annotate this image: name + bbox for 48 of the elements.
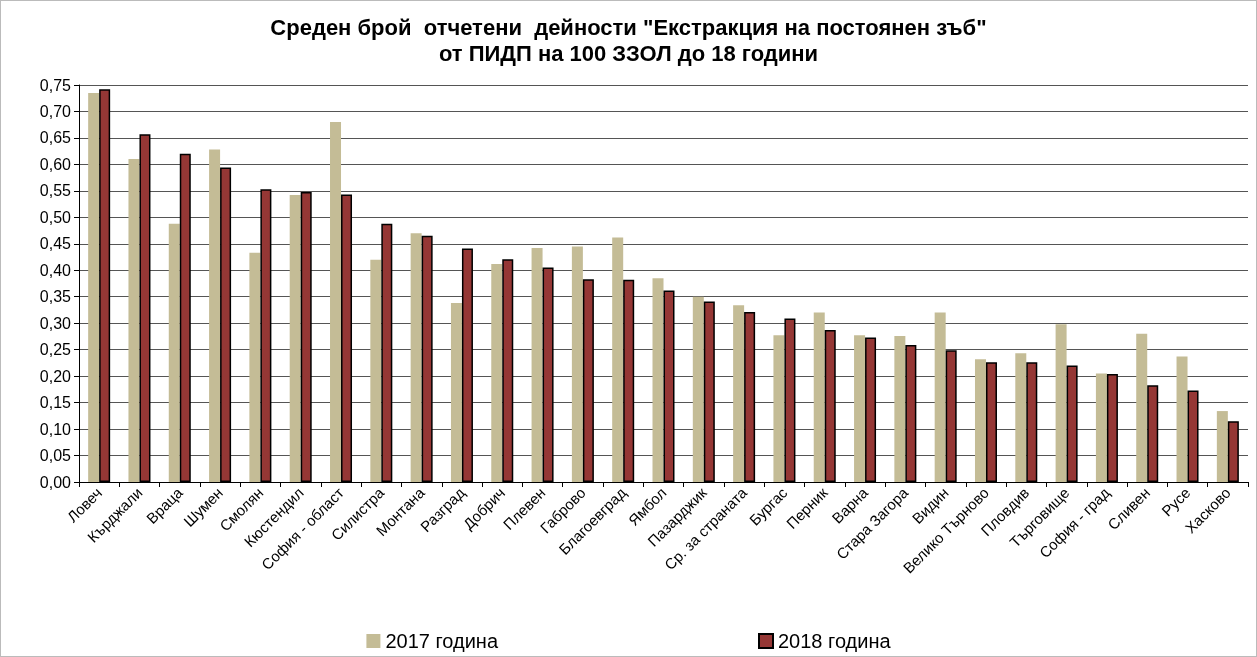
bar xyxy=(854,335,866,482)
y-tick-label: 0,75 xyxy=(39,76,72,94)
y-tick-label: 0,00 xyxy=(39,473,72,491)
bar xyxy=(1216,411,1228,482)
bar xyxy=(1176,356,1188,482)
bar xyxy=(773,335,785,482)
y-tick-label: 0,50 xyxy=(39,208,72,226)
y-tick-label: 0,40 xyxy=(39,261,72,279)
y-tick-label: 0,10 xyxy=(39,420,72,438)
bar xyxy=(450,303,462,482)
bar xyxy=(410,233,422,482)
bar xyxy=(491,263,503,482)
bar xyxy=(330,122,342,482)
bar xyxy=(168,223,180,482)
chart-title: Среден брой отчетени дейности "Екстракция на постоянен зъб" от ПИДП на 100 ЗЗОЛ до 18 години xyxy=(270,14,987,66)
bar xyxy=(934,312,946,482)
y-tick-label: 0,05 xyxy=(39,447,72,465)
legend-label: 2017 година xyxy=(385,630,499,652)
y-tick-label: 0,70 xyxy=(39,102,72,120)
bar xyxy=(894,335,906,482)
y-tick-label: 0,65 xyxy=(39,129,72,147)
bar xyxy=(1095,373,1107,482)
bar xyxy=(974,359,986,482)
bar xyxy=(209,149,221,482)
bar xyxy=(692,296,704,482)
bar xyxy=(1136,333,1148,482)
bar xyxy=(249,252,261,482)
y-tick-label: 0,30 xyxy=(39,314,72,332)
y-tick-label: 0,45 xyxy=(39,235,72,253)
y-tick-label: 0,55 xyxy=(39,182,72,200)
bar xyxy=(1015,353,1027,482)
y-tick-label: 0,15 xyxy=(39,394,72,412)
bar xyxy=(88,92,100,482)
bar xyxy=(571,246,583,482)
bar xyxy=(531,248,543,482)
bar xyxy=(128,159,140,482)
y-tick-label: 0,25 xyxy=(39,341,72,359)
legend-label: 2018 година xyxy=(778,630,892,652)
bar xyxy=(289,195,301,482)
bar xyxy=(813,312,825,482)
y-tick-label: 0,20 xyxy=(39,367,72,385)
bar xyxy=(370,259,382,482)
y-tick-label: 0,35 xyxy=(39,288,72,306)
y-tick-label: 0,60 xyxy=(39,155,72,173)
bar xyxy=(652,278,664,482)
bar xyxy=(1055,324,1067,482)
bar xyxy=(612,237,624,482)
bar xyxy=(733,305,745,482)
